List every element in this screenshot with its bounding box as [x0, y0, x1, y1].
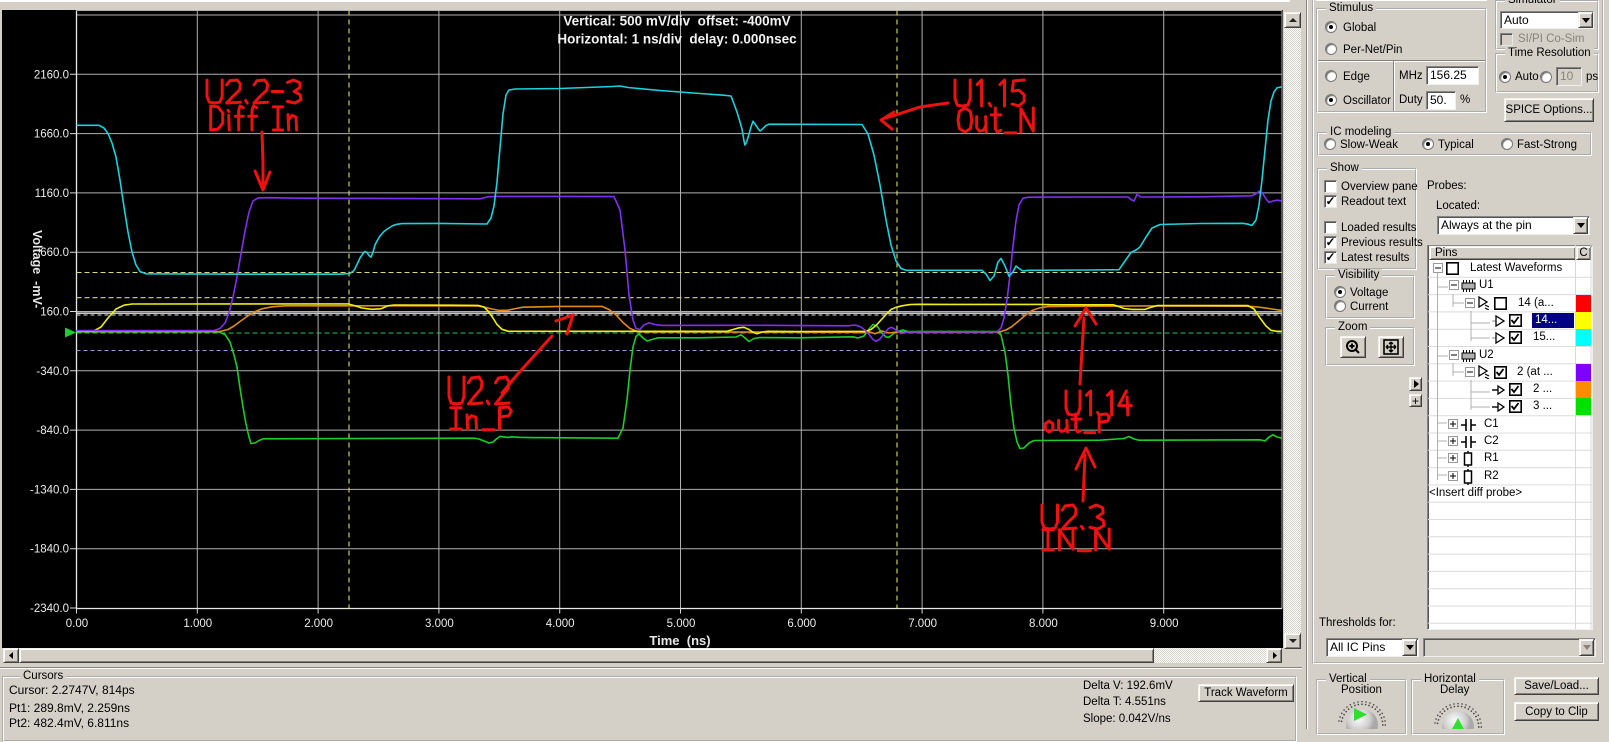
svg-text:Time (ns): Time (ns): [649, 633, 710, 648]
svg-text:Vertical: 500 mV/div offset:: Vertical: 500 mV/div offset: -400mV: [563, 14, 790, 29]
svg-text:6.000: 6.000: [787, 618, 816, 630]
svg-text:2160.0: 2160.0: [34, 69, 69, 81]
svg-text:-2340.0: -2340.0: [30, 603, 69, 615]
svg-text:7.000: 7.000: [908, 618, 937, 630]
svg-text:3.000: 3.000: [425, 618, 454, 630]
svg-text:160.0: 160.0: [40, 307, 69, 319]
svg-text:1660.0: 1660.0: [34, 129, 69, 141]
svg-text:-840.0: -840.0: [36, 425, 69, 437]
svg-text:4.000: 4.000: [546, 618, 575, 630]
svg-text:-1340.0: -1340.0: [30, 484, 69, 496]
svg-text:1160.0: 1160.0: [35, 188, 69, 200]
svg-text:-340.0: -340.0: [36, 366, 69, 378]
svg-text:Horizontal: 1 ns/div delay: 0: Horizontal: 1 ns/div delay: 0.000nsec: [557, 32, 797, 47]
svg-text:1.000: 1.000: [183, 618, 212, 630]
svg-text:5.000: 5.000: [667, 618, 696, 630]
svg-text:9.000: 9.000: [1150, 618, 1179, 630]
svg-text:8.000: 8.000: [1029, 618, 1058, 630]
svg-text:-1840.0: -1840.0: [30, 544, 69, 556]
svg-text:0.00: 0.00: [66, 618, 88, 630]
svg-text:660.0: 660.0: [40, 247, 69, 259]
svg-text:2.000: 2.000: [304, 618, 333, 630]
svg-text:Voltage -mV-: Voltage -mV-: [30, 230, 44, 308]
